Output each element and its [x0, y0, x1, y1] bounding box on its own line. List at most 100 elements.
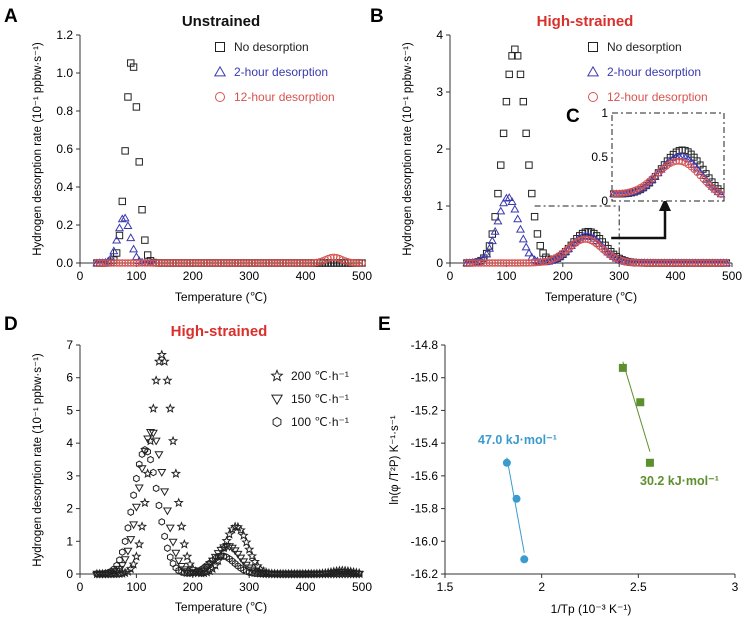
panel-b-point	[719, 259, 728, 267]
panel-a-point	[203, 259, 211, 267]
panel-d-point	[249, 556, 260, 567]
panel-d-point	[113, 561, 120, 570]
panel-b-point	[522, 259, 530, 267]
panel-a-point	[279, 259, 287, 267]
panel-b-point	[694, 259, 702, 267]
panel-a-point	[248, 259, 256, 267]
panel-a-point	[93, 259, 101, 267]
panel-b-point	[533, 230, 542, 238]
panel-b-point	[474, 259, 482, 267]
panel-a-point	[208, 259, 217, 267]
panel-b-point	[497, 259, 505, 267]
panel-a-point	[296, 259, 304, 267]
panel-b-zoom-arrowhead	[659, 198, 671, 211]
panel-a-point	[104, 259, 112, 267]
panel-a-point	[138, 206, 146, 214]
panel-d-point	[145, 429, 156, 437]
panel-b-point	[508, 259, 516, 267]
panel-b-point	[525, 161, 533, 169]
panel-d-point	[244, 544, 255, 554]
panel-b-point	[671, 259, 680, 267]
panel-a-point	[239, 259, 248, 267]
panel-b-point	[530, 212, 539, 221]
panel-a-legend-label: 12-hour desorption	[234, 90, 335, 104]
panel-a-point	[307, 259, 315, 267]
panel-a-x-tick-label: 500	[352, 269, 372, 283]
panel-c-series-2	[609, 157, 725, 198]
panel-d-point	[161, 532, 168, 541]
panel-a-point	[234, 259, 242, 267]
panel-e-xlabel: 1/Tp (10⁻³ K⁻¹)	[551, 602, 632, 616]
panel-d-point	[134, 538, 145, 549]
panel-b-ylabel: Hydrogen desorption rate (10⁻¹ ppbw·s⁻¹)	[402, 42, 414, 256]
panel-a-point	[132, 103, 141, 111]
panel-a-point	[273, 259, 282, 267]
panel-b-point	[717, 259, 725, 267]
panel-a-point	[118, 197, 126, 206]
panel-a-point	[251, 259, 259, 267]
panel-a-point	[109, 246, 119, 255]
panel-d-point	[238, 530, 249, 540]
panel-b-point	[688, 259, 697, 267]
panel-d-point	[136, 521, 148, 531]
panel-d-series-2	[93, 446, 363, 578]
panel-b-point	[680, 259, 688, 267]
panel-b-point	[528, 259, 536, 267]
panel-b-point	[536, 258, 544, 267]
panel-b-point	[629, 258, 637, 267]
panel-a-point	[211, 259, 220, 267]
panel-a-point	[310, 259, 318, 267]
panel-b-point	[493, 216, 503, 225]
panel-b-series-2	[463, 235, 731, 267]
panel-e-y-tick-label: -15.6	[411, 469, 439, 483]
panel-a-point	[166, 259, 174, 267]
panel-d-x-tick-label: 400	[296, 580, 316, 594]
panel-b-point	[491, 259, 499, 267]
panel-a-point	[132, 259, 141, 267]
panel-e-fit-line	[506, 457, 525, 553]
panel-a-point	[141, 259, 149, 267]
panel-e-chart: 1.5 2 2.5 3 -14.8 -15.0 -15.2 -15.4 -15.6 -15.8 -1…	[411, 338, 739, 594]
panel-d-point	[355, 570, 363, 578]
panel-d-point	[127, 508, 135, 516]
panel-a-point	[117, 214, 127, 223]
panel-e-point	[636, 398, 645, 407]
panel-d-point	[134, 484, 144, 493]
panel-b-legend-marker	[588, 92, 598, 102]
panel-d-x-tick-label: 200	[183, 580, 203, 594]
panel-c-y-tick-label: 0.5	[591, 150, 608, 164]
panel-b-point	[705, 259, 714, 267]
panel-a-point	[106, 253, 116, 262]
panel-d-point	[221, 535, 232, 546]
panel-e-point	[520, 555, 529, 564]
panel-a-y-tick-label: 1.0	[56, 66, 73, 80]
panel-b-y-tick-label: 4	[436, 28, 443, 42]
panel-d-point	[166, 553, 174, 561]
panel-a-point	[175, 259, 183, 267]
panel-a-point	[231, 259, 239, 267]
panel-d-point	[353, 570, 360, 578]
panel-c-point	[630, 187, 639, 195]
panel-e-y-tick-label: -15.4	[411, 436, 439, 450]
panel-c-frame	[611, 112, 725, 202]
panel-b-point	[491, 213, 499, 221]
panel-a-point	[135, 259, 143, 267]
panel-d-point	[248, 569, 256, 577]
panel-a-point	[118, 259, 127, 267]
panel-b-x-tick-label: 100	[496, 269, 516, 283]
panel-b-y-tick-label: 3	[436, 85, 443, 99]
panel-a-point	[268, 259, 276, 267]
panel-b-point	[505, 70, 513, 79]
panel-e-ylabel: ln(φ /T²P) K⁻¹·s⁻¹	[389, 415, 401, 504]
panel-d-point	[217, 552, 225, 560]
panel-d-point	[144, 447, 151, 456]
panel-a-point	[191, 259, 200, 267]
panel-b-point	[643, 259, 652, 267]
panel-e-x-tick-label: 2	[538, 580, 545, 594]
panel-c-y-tick-label: 1	[601, 106, 608, 120]
panel-d-point	[206, 559, 213, 567]
panel-b-point	[477, 259, 485, 267]
panel-b-point	[510, 204, 520, 213]
panel-b-point	[484, 243, 495, 252]
panel-b-point	[482, 249, 492, 258]
